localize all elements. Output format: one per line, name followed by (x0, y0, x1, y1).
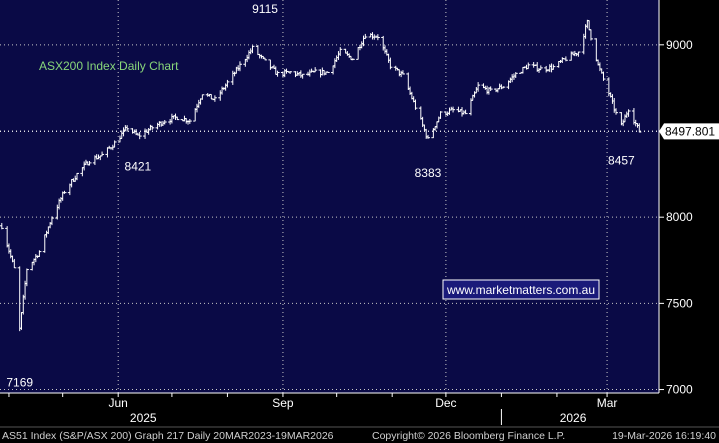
ohlc-bar (488, 86, 493, 92)
watermark-box[interactable] (442, 279, 600, 300)
ohlc-bar (288, 71, 293, 74)
ohlc-bar (100, 151, 105, 157)
x-month-label: Dec (435, 396, 456, 410)
annotation-label: 8383 (415, 166, 442, 180)
ohlc-bar (75, 172, 80, 181)
ohlc-bar (212, 95, 217, 102)
ohlc-bar (538, 65, 543, 71)
current-value-tag (659, 123, 719, 140)
ohlc-bar (588, 29, 593, 41)
ohlc-bar (137, 131, 142, 140)
footer-middle: Copyright© 2026 Bloomberg Finance L.P. (372, 430, 565, 442)
ohlc-bar (438, 111, 443, 119)
annotation-label: 9115 (252, 2, 278, 16)
ohlc-bar (237, 61, 242, 72)
ohlc-bar (526, 62, 531, 70)
y-tick-label: 7000 (666, 383, 693, 397)
current-value-label: 8497.801 (665, 124, 715, 138)
ohlc-bar (614, 108, 619, 115)
ohlc-bar (62, 190, 67, 194)
ohlc-bar (87, 160, 92, 166)
ohlc-bar (626, 109, 631, 117)
ohlc-bar (200, 94, 205, 100)
x-year-label: 2026 (560, 411, 587, 425)
x-month-label: Mar (597, 396, 618, 410)
plot-area (0, 0, 659, 393)
ohlc-bar (637, 123, 642, 133)
x-axis: Jun Sep Dec Mar 2025 2026 (0, 392, 659, 425)
annotations: 7169 8421 9115 8383 9200 8457 (6, 0, 635, 389)
chart-title: ASX200 Index Daily Chart (39, 59, 179, 73)
grid (0, 0, 659, 393)
annotation-label: 8421 (125, 160, 152, 174)
y-tick-label: 9000 (666, 38, 693, 52)
ohlc-bar (150, 125, 155, 130)
y-tick-label: 8000 (666, 210, 693, 224)
footer-left: AS51 Index (S&P/ASX 200) Graph 217 Daily… (2, 430, 334, 442)
bottom-axis-panel (0, 393, 719, 443)
ohlc-bar (563, 56, 568, 62)
ohlc-bar (250, 45, 255, 54)
ohlc-bar (175, 116, 180, 121)
ohlc-bar (375, 34, 380, 41)
ohlc-bar (313, 67, 318, 73)
ohlc-bar (476, 82, 481, 92)
annotation-label: 8457 (608, 153, 635, 167)
annotation-label: 7169 (6, 375, 33, 389)
ohlc-bar (12, 258, 17, 269)
ohlc-bar (338, 47, 343, 56)
ohlc-bar (576, 51, 581, 57)
watermark-link[interactable]: www.marketmatters.com.au (446, 283, 595, 297)
x-year-label: 2025 (130, 411, 157, 425)
ohlc-bar (601, 71, 606, 81)
ohlc-bar (187, 118, 192, 124)
ohlc-bar (325, 71, 330, 73)
ohlc-bar (0, 222, 4, 230)
ohlc-bar (225, 79, 230, 88)
ohlc-bar (363, 33, 368, 40)
ohlc-bar (451, 106, 456, 113)
ohlc-bar (275, 70, 280, 77)
ohlc-series (0, 19, 642, 332)
ohlc-bar (49, 216, 54, 226)
ohlc-bar (388, 57, 393, 70)
ohlc-bar (513, 72, 518, 78)
ohlc-bar (125, 125, 130, 132)
ohlc-bar (501, 86, 506, 89)
ohlc-bar (350, 58, 355, 61)
ohlc-bar (551, 64, 556, 70)
ohlc-bar (37, 250, 42, 258)
ohlc-bar (300, 73, 305, 79)
ohlc-bar (24, 268, 29, 287)
ohlc-bar (162, 119, 167, 125)
right-axis-panel (659, 0, 719, 393)
ohlc-bar (400, 70, 405, 75)
ohlc-bar (263, 57, 268, 61)
footer-right: 19-Mar-2026 16:19:40 (612, 430, 716, 442)
annotation-label: 9200 (574, 0, 601, 1)
y-axis: 700075008000850090008497.801 (0, 0, 719, 397)
ohlc-bar (112, 140, 117, 148)
ohlc-bar (413, 99, 418, 110)
y-tick-label: 7500 (666, 296, 693, 310)
ohlc-bar (425, 134, 430, 139)
x-month-label: Jun (109, 396, 128, 410)
x-month-label: Sep (272, 396, 294, 410)
ohlc-bar (463, 109, 468, 115)
